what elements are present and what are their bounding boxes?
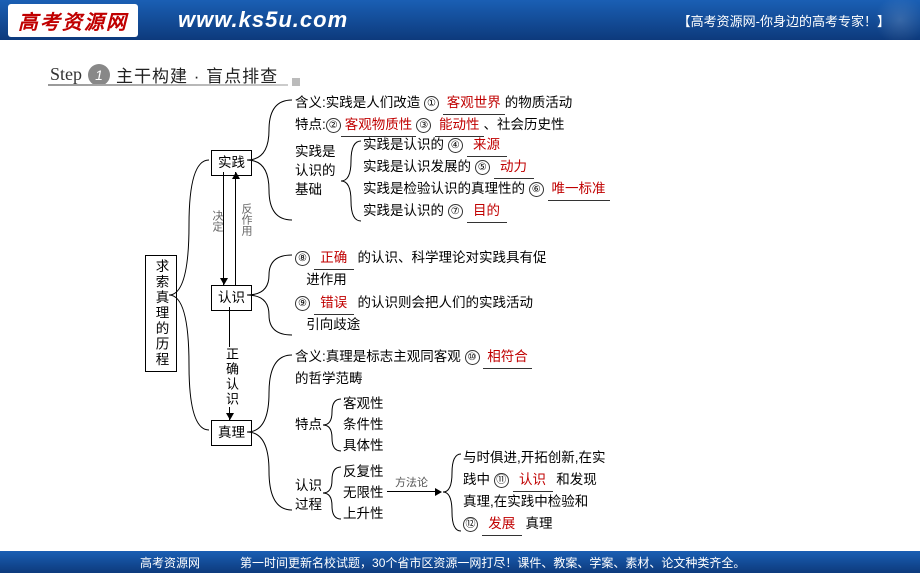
method-arrow-head: [435, 488, 442, 496]
gc3: 上升性: [343, 504, 384, 525]
arrow-fanzuoyong-head: [232, 172, 240, 179]
line-renshi-down1: [229, 307, 230, 347]
node-tedian: 特点: [295, 415, 322, 436]
node-renshi: 认识: [211, 285, 252, 311]
renshi-bracket: [247, 250, 292, 340]
line-basis-3: 实践是检验认识的真理性的 ⑥ 唯一标准: [363, 179, 610, 201]
r4: ⑫ 发展 真理: [463, 514, 553, 536]
r3: 真理,在实践中检验和: [463, 492, 588, 513]
tz2: 条件性: [343, 415, 384, 436]
node-basis: 实践是 认识的 基础: [295, 143, 336, 200]
root-bracket: [169, 155, 209, 435]
line-features: 特点:②客观物质性③ 能动性、社会历史性: [295, 115, 565, 137]
site-url: www.ks5u.com: [178, 7, 348, 33]
site-slogan: 【高考资源网-你身边的高考专家！】: [678, 11, 890, 30]
label-methodology: 方法论: [395, 475, 428, 492]
step-prefix: Step: [50, 64, 82, 85]
line-renshi-1: ⑧ 正确 的认识、科学理论对实践具有促 进作用: [295, 248, 547, 291]
page-footer: 高考资源网 第一时间更新名校试题，30个省市区资源一网打尽！课件、教案、学案、素…: [0, 551, 920, 573]
node-guocheng: 认识过程: [295, 477, 322, 515]
label-zhengque: 正确认识: [222, 347, 241, 407]
tz3: 具体性: [343, 436, 384, 457]
node-zhenli: 真理: [211, 420, 252, 446]
logo-text: 高考资源网: [18, 12, 128, 34]
logo-box: 高考资源网: [8, 4, 138, 37]
footer-brand: 高考资源网: [140, 554, 200, 571]
header-decoration: [860, 0, 920, 40]
arrow-fanzuoyong-line: [235, 172, 236, 285]
concept-map: 求索真理的历程 实践 认识 真理 决定 反作用 正确认识 含义:实践是人们改造 …: [145, 95, 865, 530]
r1: 与时俱进,开拓创新,在实: [463, 448, 606, 469]
arrow-jueding-head: [220, 278, 228, 285]
line-zhenli-meaning: 含义:真理是标志主观同客观 ⑩ 相符合 的哲学范畴: [295, 347, 532, 390]
guocheng-bracket: [323, 463, 341, 523]
zhenli-bracket: [247, 350, 292, 515]
step-end-marker: [292, 78, 300, 86]
line-meaning: 含义:实践是人们改造 ① 客观世界的物质活动: [295, 93, 572, 115]
step-number-badge: 1: [88, 64, 110, 86]
gc1: 反复性: [343, 462, 384, 483]
footer-text: 第一时间更新名校试题，30个省市区资源一网打尽！课件、教案、学案、素材、论文种类…: [240, 554, 745, 571]
gc2: 无限性: [343, 483, 384, 504]
label-jueding: 决定: [209, 210, 225, 232]
arrow-zhenli-head: [226, 413, 234, 420]
tz1: 客观性: [343, 394, 384, 415]
basis-bracket: [341, 137, 361, 225]
step-underline: [48, 84, 288, 86]
line-renshi-2: ⑨ 错误 的认识则会把人们的实践活动 引向歧途: [295, 293, 533, 336]
line-basis-1: 实践是认识的 ④ 来源: [363, 135, 507, 157]
line-basis-4: 实践是认识的 ⑦ 目的: [363, 201, 507, 223]
result-bracket: [443, 450, 461, 535]
r2: 践中 ⑪ 认识 和发现: [463, 470, 597, 492]
shijian-bracket: [247, 95, 292, 225]
tedian-bracket: [323, 395, 341, 455]
line-basis-2: 实践是认识发展的 ⑤ 动力: [363, 157, 534, 179]
page-header: 高考资源网 www.ks5u.com 【高考资源网-你身边的高考专家！】: [0, 0, 920, 40]
